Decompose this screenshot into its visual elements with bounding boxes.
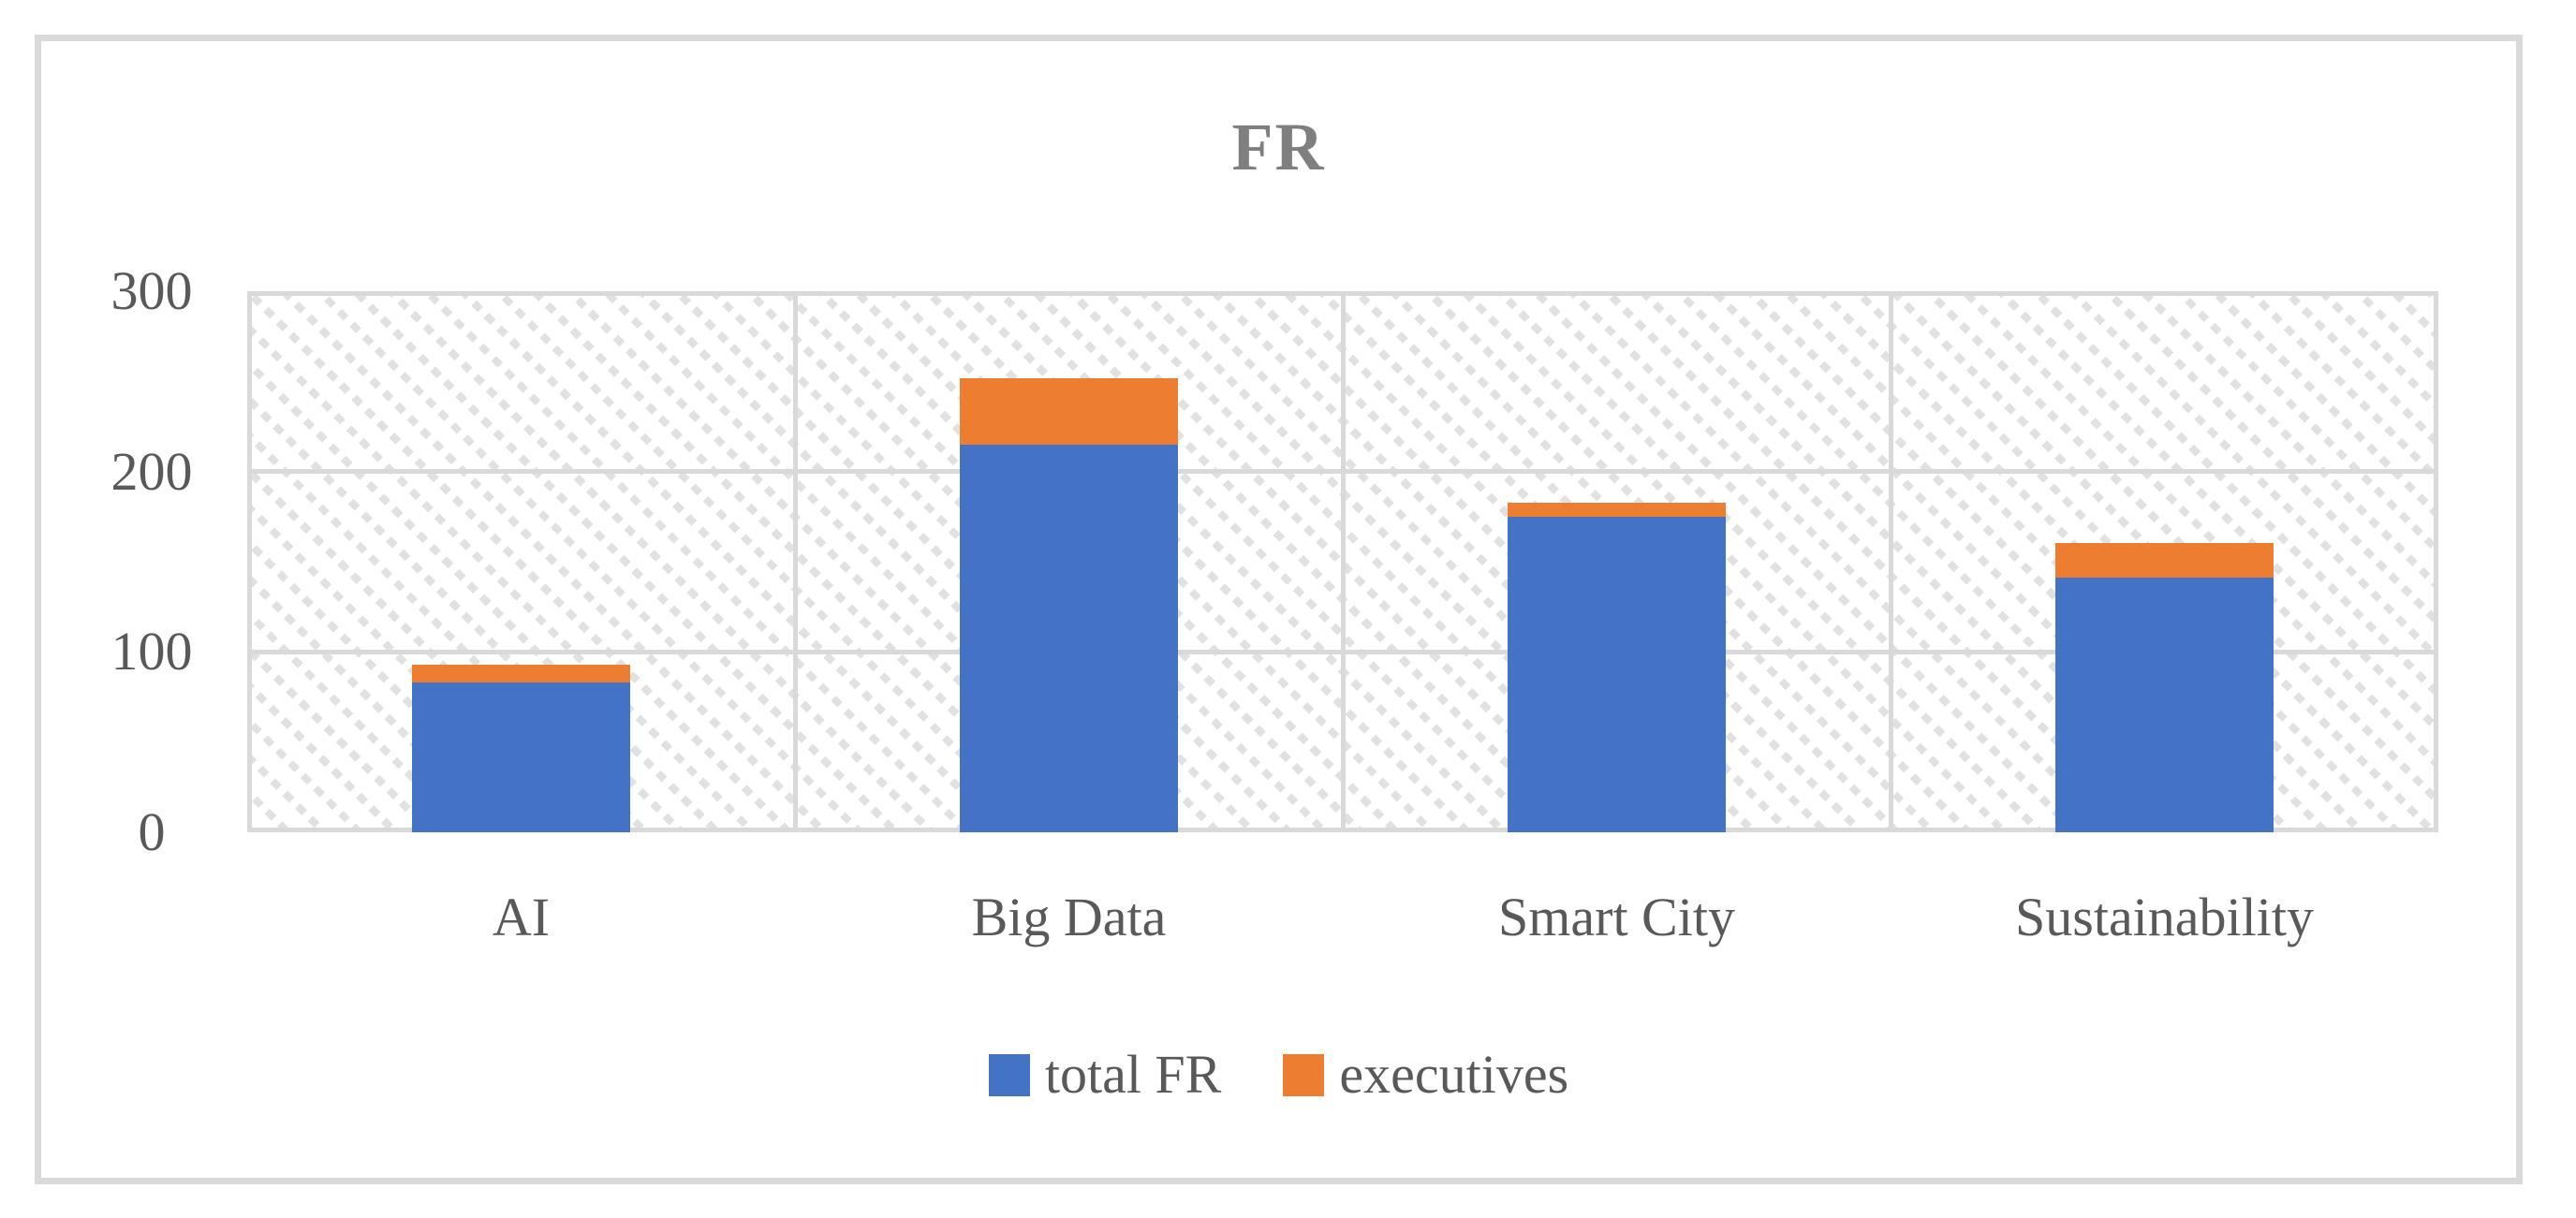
y-tick-label-100: 100	[110, 621, 193, 682]
bar-executives-Sustainability	[2055, 543, 2274, 578]
x-label-AI: AI	[492, 887, 551, 947]
y-tick-label-0: 0	[138, 801, 166, 862]
y-tick-label-300: 300	[110, 260, 193, 321]
plot-area	[247, 291, 2438, 832]
gridline-x-1	[793, 291, 798, 832]
legend-swatch-total-FR	[988, 1053, 1030, 1096]
x-label-Smart-City: Smart City	[1498, 887, 1735, 947]
bar-executives-AI	[412, 665, 630, 682]
gridline-x-0	[247, 291, 252, 832]
legend-label-total-FR: total FR	[1044, 1044, 1222, 1105]
legend-entry-executives: executives	[1283, 1045, 1568, 1105]
gridline-x-2	[1341, 291, 1346, 832]
bar-executives-Big-Data	[960, 378, 1178, 445]
legend-label-executives: executives	[1339, 1044, 1569, 1105]
legend-entry-total-FR: total FR	[988, 1044, 1222, 1105]
bar-total-FR-Sustainability	[2055, 578, 2274, 832]
legend-swatch-executives	[1283, 1053, 1325, 1096]
chart-title: FR	[1231, 110, 1326, 184]
bar-total-FR-AI	[412, 682, 630, 832]
x-label-Big-Data: Big Data	[971, 887, 1167, 947]
gridline-x-3	[1889, 291, 1893, 832]
legend: total FR executives	[35, 1045, 2523, 1105]
y-tick-label-200: 200	[110, 441, 193, 502]
bar-executives-Smart-City	[1508, 503, 1726, 517]
x-label-Sustainability: Sustainability	[2015, 887, 2314, 947]
gridline-x-4	[2434, 291, 2438, 832]
bar-total-FR-Big-Data	[960, 445, 1178, 832]
bar-total-FR-Smart-City	[1508, 517, 1726, 832]
